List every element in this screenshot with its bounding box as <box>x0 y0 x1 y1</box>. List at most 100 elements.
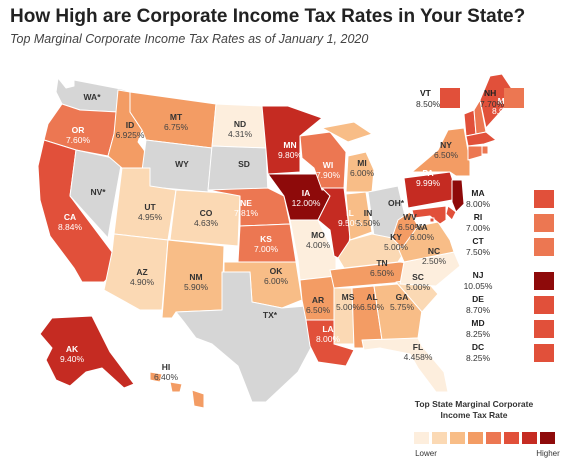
state-de <box>445 205 457 221</box>
callout-rate-ct: 7.50% <box>466 247 491 257</box>
legend-low-label: Lower <box>415 449 437 458</box>
callout-abbr-dc: DC <box>472 342 484 352</box>
state-abbr-id: ID <box>126 120 135 130</box>
callout-abbr-md: MD <box>471 318 484 328</box>
state-rate-az: 4.90% <box>130 277 155 287</box>
state-abbr-sd: SD <box>238 159 250 169</box>
state-rate-ok: 6.00% <box>264 276 289 286</box>
state-rate-nm: 5.90% <box>184 282 209 292</box>
state-rate-wv: 6.50% <box>398 222 423 232</box>
callout-rate-md: 8.25% <box>466 329 491 339</box>
legend-high-label: Higher <box>536 449 560 458</box>
legend-swatch-1 <box>414 432 429 444</box>
state-abbr-ks: KS <box>260 234 272 244</box>
map-subtitle: Top Marginal Corporate Income Tax Rates … <box>10 32 369 46</box>
state-abbr-or: OR <box>72 125 85 135</box>
state-rate-al: 6.50% <box>360 302 385 312</box>
callout-swatch-vt <box>440 88 460 108</box>
callouts-layer: VT8.50% NH7.70% MA8.00% RI7.00% CT7.50% NJ10.… <box>416 88 554 363</box>
state-mi <box>321 121 375 193</box>
callout-abbr-ri: RI <box>474 212 483 222</box>
callout-abbr-vt: VT <box>420 88 432 98</box>
state-abbr-nm: NM <box>189 272 202 282</box>
state-ma <box>465 131 497 147</box>
state-rate-ia: 12.00% <box>292 198 321 208</box>
callout-rate-nj: 10.05% <box>464 281 493 291</box>
state-fl <box>361 337 449 393</box>
state-rate-ar: 6.50% <box>306 305 331 315</box>
state-rate-ga: 5.75% <box>390 302 415 312</box>
state-abbr-mt: MT <box>170 112 183 122</box>
state-in <box>345 191 373 241</box>
callout-abbr-ct: CT <box>472 236 484 246</box>
legend-swatch-5 <box>486 432 501 444</box>
state-abbr-ms: MS <box>342 292 355 302</box>
state-md <box>411 205 447 225</box>
state-abbr-nv: NV* <box>90 187 106 197</box>
map-title: How High are Corporate Income Tax Rates … <box>10 6 526 27</box>
state-abbr-mi: MI <box>357 158 366 168</box>
state-abbr-ky: KY <box>390 232 402 242</box>
legend-swatch-8 <box>540 432 555 444</box>
callout-swatch-nj <box>534 272 554 290</box>
state-rate-fl: 4.458% <box>404 352 433 362</box>
state-ak <box>39 315 135 389</box>
state-abbr-az: AZ <box>136 267 147 277</box>
state-rate-co: 4.63% <box>194 218 219 228</box>
state-tx <box>175 271 315 403</box>
state-abbr-ut: UT <box>144 202 156 212</box>
callout-swatch-nh <box>504 88 524 108</box>
state-abbr-wi: WI <box>323 160 333 170</box>
state-rate-nd: 4.31% <box>228 129 253 139</box>
state-abbr-ca: CA <box>64 212 76 222</box>
state-rate-ms: 5.00% <box>336 302 361 312</box>
callout-swatch-ma <box>534 190 554 208</box>
state-rate-tn: 6.50% <box>370 268 395 278</box>
legend-swatches <box>414 432 555 444</box>
state-hi <box>149 371 205 409</box>
state-abbr-wa: WA* <box>84 92 102 102</box>
state-rate-ca: 8.84% <box>58 222 83 232</box>
callout-abbr-ma: MA <box>471 188 484 198</box>
state-rate-sc: 5.00% <box>406 282 431 292</box>
state-rate-mt: 6.75% <box>164 122 189 132</box>
state-rate-nc: 2.50% <box>422 256 447 266</box>
callout-rate-ma: 8.00% <box>466 199 491 209</box>
state-abbr-pa: PA <box>422 168 433 178</box>
state-rate-va: 6.00% <box>410 232 435 242</box>
legend-swatch-3 <box>450 432 465 444</box>
state-rate-ak: 9.40% <box>60 354 85 364</box>
legend-swatch-6 <box>504 432 519 444</box>
state-rate-in: 5.50% <box>356 218 381 228</box>
legend-swatch-4 <box>468 432 483 444</box>
state-rate-me: 8.93% <box>492 106 517 116</box>
state-rate-ne: 7.81% <box>234 208 259 218</box>
state-ct <box>467 145 483 161</box>
state-abbr-mn: MN <box>283 140 296 150</box>
callout-abbr-de: DE <box>472 294 484 304</box>
state-sd <box>207 145 269 195</box>
state-abbr-va: VA <box>416 222 427 232</box>
state-mn <box>261 105 323 175</box>
state-abbr-la: LA <box>322 324 333 334</box>
callout-swatch-dc <box>534 344 554 362</box>
state-wv <box>391 211 419 249</box>
state-abbr-nd: ND <box>234 119 246 129</box>
state-rate-wi: 7.90% <box>316 170 341 180</box>
legend: Top State Marginal Corporate Income Tax … <box>414 399 560 458</box>
state-abbr-ia: IA <box>302 188 311 198</box>
state-abbr-wv: WV <box>403 212 417 222</box>
legend-swatch-7 <box>522 432 537 444</box>
state-abbr-in: IN <box>364 208 373 218</box>
callout-abbr-nh: NH <box>484 88 496 98</box>
state-abbr-sc: SC <box>412 272 424 282</box>
state-ny <box>411 127 471 177</box>
state-rate-mi: 6.00% <box>350 168 375 178</box>
state-abbr-wy: WY <box>175 159 189 169</box>
state-abbr-ne: NE <box>240 198 252 208</box>
callout-rate-dc: 8.25% <box>466 353 491 363</box>
callout-rate-de: 8.70% <box>466 305 491 315</box>
state-abbr-hi: HI <box>162 362 171 372</box>
state-rate-or: 7.60% <box>66 135 91 145</box>
